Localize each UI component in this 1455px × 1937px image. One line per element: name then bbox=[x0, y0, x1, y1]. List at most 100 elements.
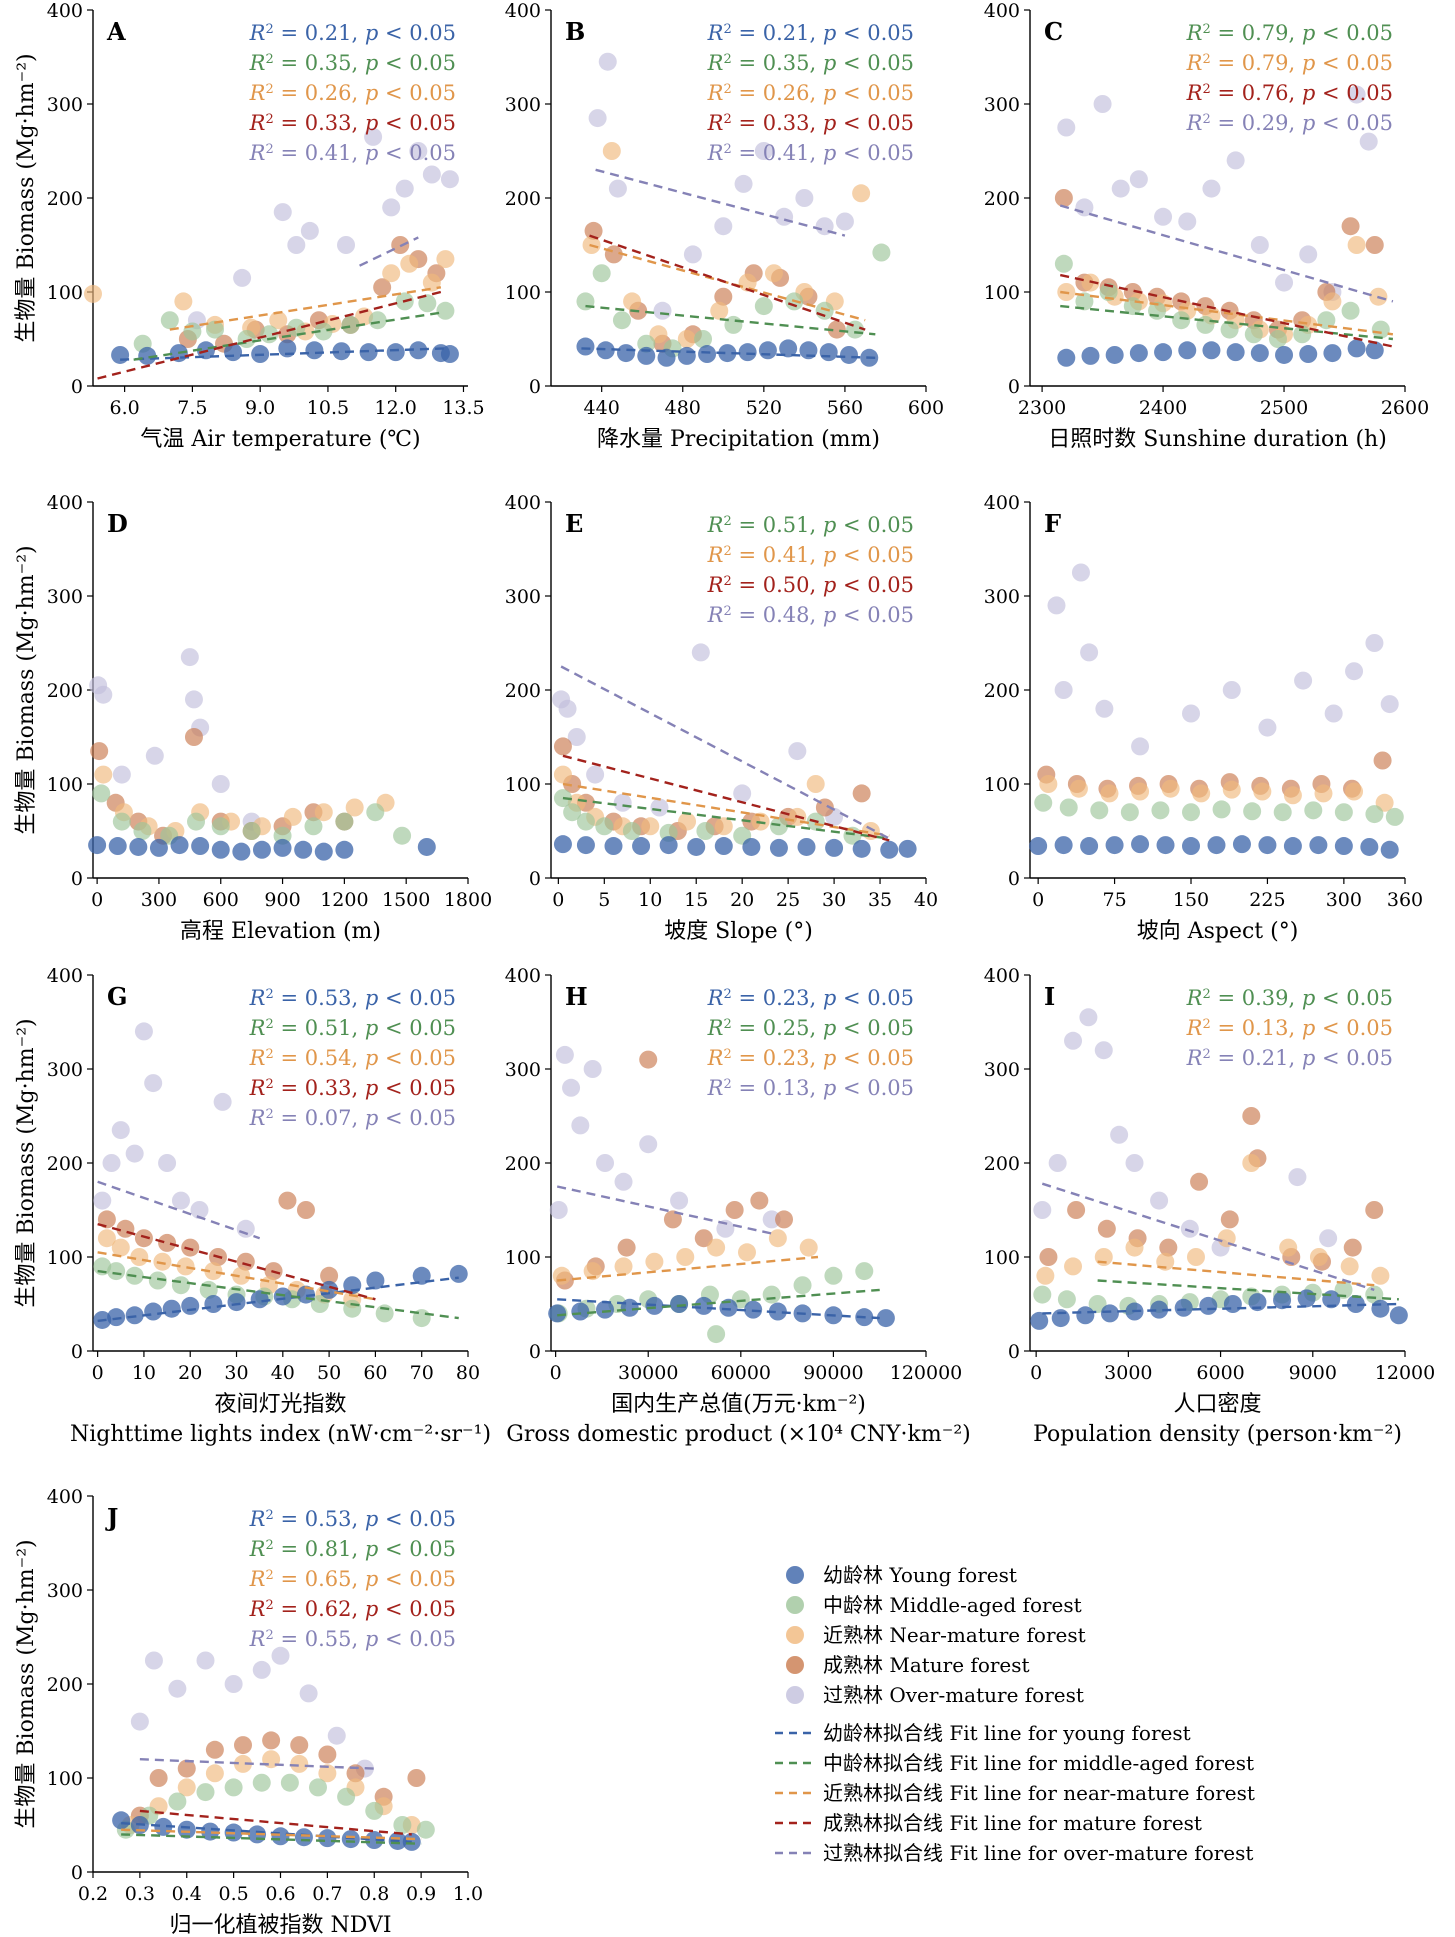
point-mature bbox=[184, 728, 203, 746]
fit-line-over bbox=[556, 1185, 772, 1235]
r2-annotation-near: R2 = 0.54, p < 0.05 bbox=[249, 1046, 456, 1070]
point-over bbox=[714, 217, 733, 236]
point-over bbox=[271, 1646, 290, 1665]
x-axis-label: 气温 Air temperature (℃) bbox=[140, 427, 420, 452]
point-middle bbox=[1054, 254, 1073, 273]
y-tick-label: 100 bbox=[505, 282, 541, 304]
point-near bbox=[552, 1266, 571, 1285]
point-young bbox=[852, 839, 871, 858]
point-mature bbox=[1341, 217, 1360, 236]
point-young bbox=[1248, 1293, 1267, 1312]
point-near bbox=[174, 292, 193, 311]
point-near bbox=[130, 1248, 149, 1266]
point-over bbox=[1299, 245, 1318, 264]
fit-line-young bbox=[120, 347, 446, 361]
point-young bbox=[271, 1827, 290, 1846]
x-tick-label: 12.0 bbox=[375, 397, 417, 419]
x-tick-label: 9000 bbox=[1289, 1362, 1337, 1384]
point-young bbox=[659, 836, 678, 855]
y-tick-label: 0 bbox=[529, 376, 541, 398]
point-middle bbox=[762, 1285, 781, 1304]
point-near bbox=[1161, 779, 1180, 798]
fit-line-near bbox=[97, 1251, 376, 1301]
x-tick-label: 35 bbox=[868, 889, 892, 911]
fit-line-young bbox=[581, 347, 876, 359]
point-middle bbox=[793, 1276, 812, 1295]
point-over bbox=[236, 1219, 255, 1238]
point-young bbox=[738, 343, 757, 362]
point-mature bbox=[639, 1050, 658, 1069]
point-young bbox=[576, 337, 595, 356]
point-young bbox=[181, 1296, 200, 1315]
x-axis-label: 国内生产总值(万元·km⁻²) bbox=[611, 1392, 866, 1417]
point-young bbox=[129, 837, 148, 856]
fit-line-middle bbox=[121, 1833, 422, 1845]
point-middle bbox=[133, 822, 152, 840]
point-middle bbox=[366, 803, 385, 822]
r2-annotation-over: R2 = 0.48, p < 0.05 bbox=[707, 603, 914, 627]
point-young bbox=[177, 1820, 196, 1839]
r2-annotation-mature: R2 = 0.50, p < 0.05 bbox=[707, 573, 914, 597]
point-middle bbox=[694, 330, 713, 348]
point-over bbox=[1047, 596, 1066, 615]
point-near bbox=[177, 1778, 196, 1797]
point-middle bbox=[92, 784, 111, 803]
point-middle bbox=[1220, 320, 1239, 339]
point-over bbox=[111, 1121, 130, 1140]
point-near bbox=[614, 1257, 633, 1276]
point-over bbox=[734, 174, 753, 193]
point-over bbox=[211, 775, 230, 793]
point-young bbox=[548, 1304, 567, 1323]
point-middle bbox=[612, 311, 631, 330]
point-young bbox=[1309, 836, 1328, 855]
point-young bbox=[162, 1299, 181, 1318]
point-near bbox=[1242, 1154, 1261, 1172]
point-over bbox=[112, 765, 131, 784]
y-tick-label: 100 bbox=[984, 1247, 1020, 1269]
point-mature bbox=[1365, 236, 1384, 254]
point-near bbox=[799, 1238, 818, 1257]
point-near bbox=[111, 1238, 130, 1257]
y-tick-label: 300 bbox=[47, 1059, 83, 1081]
point-over bbox=[144, 1074, 163, 1093]
point-over bbox=[287, 236, 306, 254]
r2-annotation-mature: R2 = 0.76, p < 0.05 bbox=[1186, 81, 1393, 105]
legend-marker-mature bbox=[786, 1656, 804, 1674]
point-over bbox=[134, 1022, 153, 1041]
point-over bbox=[1095, 699, 1114, 718]
point-young bbox=[576, 836, 595, 855]
point-mature bbox=[1190, 1172, 1209, 1191]
point-middle bbox=[287, 318, 306, 337]
x-tick-label: 1.0 bbox=[453, 1883, 483, 1905]
point-middle bbox=[1057, 1290, 1076, 1309]
point-mature bbox=[553, 737, 572, 756]
point-middle bbox=[368, 311, 387, 330]
legend-fit-label-young: 幼龄林拟合线 Fit line for young forest bbox=[823, 1721, 1191, 1745]
point-over bbox=[1129, 170, 1148, 189]
fit-line-mature bbox=[589, 234, 866, 331]
x-tick-label: 5 bbox=[598, 889, 610, 911]
panel-letter: C bbox=[1044, 17, 1063, 46]
point-young bbox=[1150, 1300, 1169, 1319]
y-tick-label: 100 bbox=[505, 774, 541, 796]
y-tick-label: 200 bbox=[984, 1153, 1020, 1175]
point-near bbox=[764, 264, 783, 283]
point-mature bbox=[320, 1266, 339, 1285]
x-tick-label: 30 bbox=[224, 1362, 248, 1384]
y-axis-label: 生物量 Biomass (Mg·hm⁻²) bbox=[14, 545, 39, 834]
point-mature bbox=[663, 1210, 682, 1229]
r2-annotation-mature: R2 = 0.33, p < 0.05 bbox=[707, 111, 914, 135]
point-middle bbox=[337, 1787, 356, 1806]
x-axis-label: 坡度 Slope (°) bbox=[664, 919, 813, 944]
x-tick-label: 600 bbox=[203, 889, 239, 911]
point-over bbox=[102, 1154, 121, 1172]
point-young bbox=[698, 345, 717, 364]
point-middle bbox=[1059, 798, 1078, 817]
point-middle bbox=[1088, 1295, 1107, 1313]
point-young bbox=[1250, 344, 1269, 363]
point-young bbox=[294, 1828, 313, 1847]
point-middle bbox=[309, 1778, 327, 1797]
point-middle bbox=[343, 1299, 362, 1318]
point-young bbox=[1346, 1295, 1365, 1313]
point-middle bbox=[563, 803, 582, 822]
